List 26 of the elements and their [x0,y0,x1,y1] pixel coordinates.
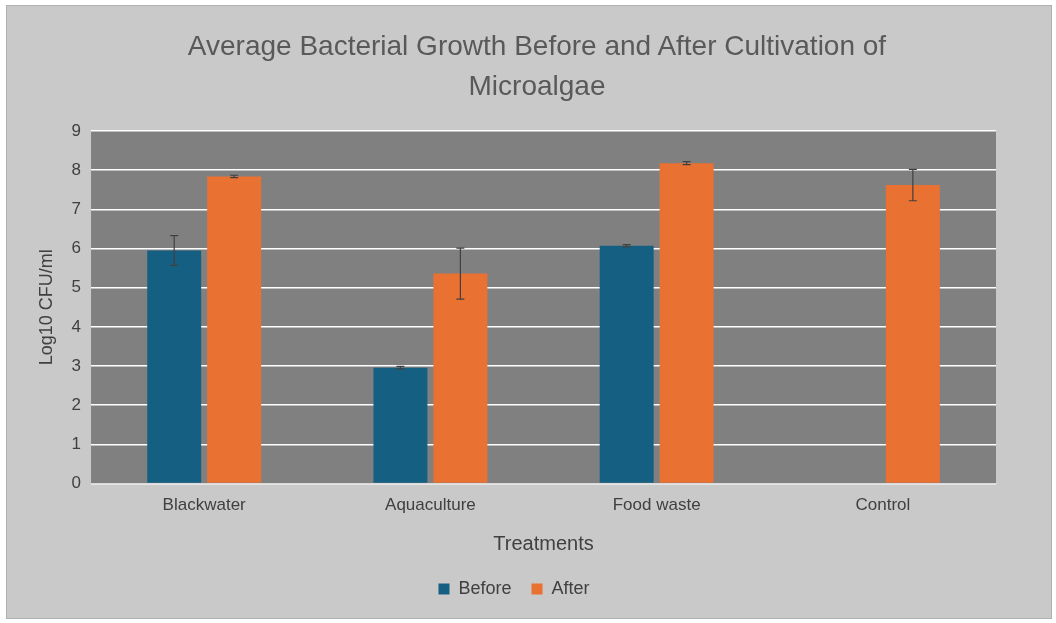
y-tick-label: 6 [71,238,82,258]
bar [885,185,940,483]
y-tick-label: 5 [71,277,82,297]
x-tick-label: Control [855,495,911,515]
legend-label: After [551,577,590,598]
chart-title: Average Bacterial Growth Before and After Cultivation of Microalgae [186,29,888,103]
legend-label: Before [458,577,512,598]
y-tick-label: 0 [71,473,82,493]
bar [433,273,488,483]
x-tick-label: Blackwater [162,495,247,515]
x-tick-label: Food waste [612,495,701,515]
y-tick-label: 2 [71,394,82,414]
x-tick-label: Aquaculture [385,495,476,515]
bar [659,163,714,483]
bar [207,176,262,483]
bar [599,245,654,483]
y-tick-label: 7 [71,199,82,219]
y-tick-label: 9 [71,120,82,140]
y-tick-label: 8 [71,159,82,179]
y-axis-title: Log10 CFU/ml [35,249,56,366]
x-axis-title: Treatments [493,531,594,554]
bar [373,367,428,483]
y-tick-label: 1 [71,434,82,454]
y-tick-label: 4 [71,316,82,336]
y-tick-label: 3 [71,355,82,375]
bar [147,250,202,483]
